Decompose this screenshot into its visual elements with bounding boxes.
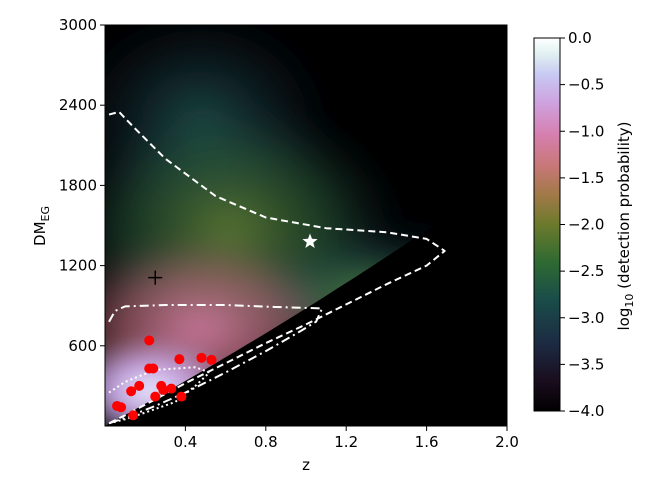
plot-frame: [104, 24, 508, 427]
contour-dashdot: [108, 304, 324, 425]
y-tick-label: 1800: [59, 176, 97, 194]
y-axis-label-subscript: EG: [39, 206, 52, 221]
y-axis-ticks: 600 1200 1800 2400 3000: [59, 16, 105, 355]
x-tick-label: 1.2: [334, 433, 358, 451]
colorbar-tick-label: −4.0: [568, 402, 604, 420]
colorbar-tick-label: −3.5: [568, 355, 604, 373]
star-marker: [302, 233, 318, 248]
frb-points: [112, 335, 217, 421]
colorbar-ticks: 0.0 −0.5 −1.0 −1.5 −2.0 −2.5 −3.0 −3.5 −4.0: [560, 29, 604, 420]
frb-point: [196, 352, 207, 363]
x-tick-label: 0.8: [254, 433, 278, 451]
y-tick-label: 600: [68, 337, 97, 355]
y-axis-label-main: DM: [31, 221, 49, 246]
y-tick-label: 1200: [59, 257, 97, 275]
x-tick-label: 1.6: [415, 433, 439, 451]
frb-point: [206, 354, 217, 365]
colorbar: [533, 37, 561, 412]
y-tick-label: 3000: [59, 16, 97, 34]
y-axis-label: DMEG: [31, 206, 52, 246]
frb-point: [144, 335, 155, 346]
colorbar-tick-label: −2.0: [568, 216, 604, 234]
frb-point: [116, 402, 127, 413]
contour-dashed: [108, 110, 446, 425]
colorbar-tick-label: 0.0: [568, 29, 592, 47]
colorbar-tick-label: −1.5: [568, 169, 604, 187]
colorbar-label-suffix: (detection probability): [615, 122, 633, 294]
x-axis-label: z: [302, 456, 310, 474]
colorbar-tick-label: −1.0: [568, 122, 604, 140]
plus-marker: [148, 270, 163, 285]
heatmap-layer: [105, 25, 507, 426]
frb-point: [176, 391, 187, 402]
colorbar-tick-label: −3.0: [568, 309, 604, 327]
marker-layer: [148, 233, 318, 285]
colorbar-label: log10 (detection probability): [615, 122, 636, 331]
y-tick-label: 2400: [59, 96, 97, 114]
frb-point: [148, 363, 159, 374]
colorbar-label-prefix: log: [615, 308, 633, 331]
frb-point: [166, 383, 177, 394]
colorbar-label-subscript: 10: [623, 294, 636, 308]
frb-point: [128, 410, 139, 421]
contour-dotted: [108, 366, 211, 425]
colorbar-tick-label: −2.5: [568, 262, 604, 280]
colorbar-tick-label: −0.5: [568, 76, 604, 94]
frb-point: [126, 386, 137, 397]
frb-point: [174, 354, 185, 365]
contour-layer: [108, 110, 446, 425]
frb-point: [158, 384, 169, 395]
x-tick-label: 2.0: [495, 433, 519, 451]
x-tick-label: 0.4: [173, 433, 197, 451]
frb-point: [134, 380, 145, 391]
frb-point: [150, 391, 161, 402]
x-axis-ticks: 0.4 0.8 1.2 1.6 2.0: [173, 426, 519, 451]
